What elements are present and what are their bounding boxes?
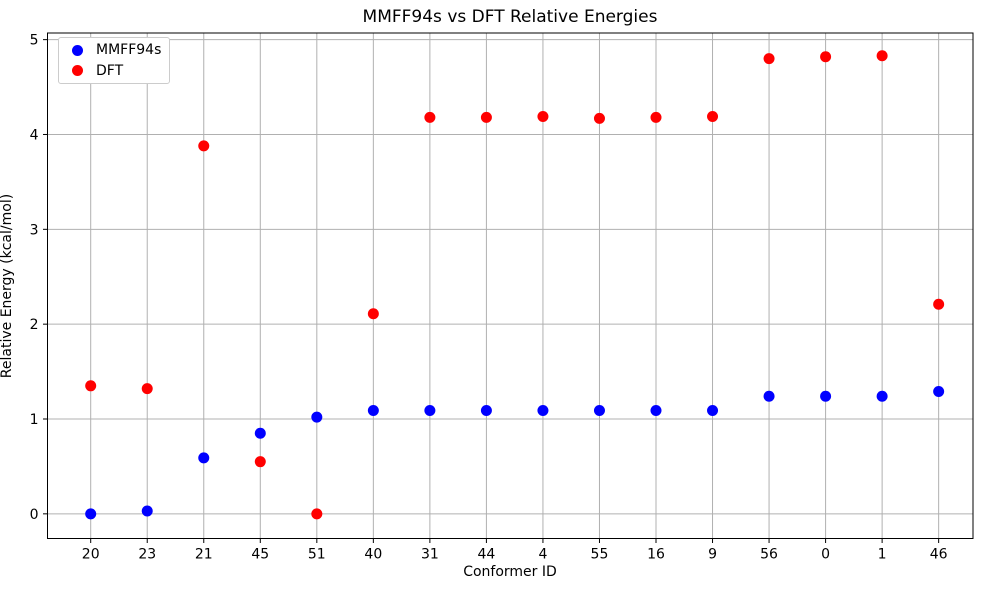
- y-axis-label: Relative Energy (kcal/mol): [0, 193, 15, 379]
- x-tick-label: 4: [538, 547, 547, 563]
- data-point-mmff94s: [593, 404, 605, 416]
- data-point-mmff94s: [311, 411, 323, 423]
- data-point-mmff94s: [763, 390, 775, 402]
- data-point-dft: [593, 112, 605, 124]
- data-point-mmff94s: [424, 404, 436, 416]
- y-tick-label: 4: [30, 127, 39, 143]
- x-tick-label: 31: [421, 547, 439, 563]
- axes-spines: [47, 32, 974, 539]
- data-point-dft: [198, 140, 210, 152]
- data-point-dft: [763, 53, 775, 65]
- x-tick-label: 1: [878, 547, 887, 563]
- x-tick-label: 20: [82, 547, 100, 563]
- data-point-dft: [85, 380, 97, 392]
- data-point-mmff94s: [367, 404, 379, 416]
- x-tick-label: 0: [821, 547, 830, 563]
- data-point-mmff94s: [141, 505, 153, 517]
- data-point-mmff94s: [480, 404, 492, 416]
- x-tick-label: 56: [760, 547, 778, 563]
- x-tick-label: 23: [138, 547, 156, 563]
- data-point-dft: [537, 110, 549, 122]
- data-point-dft: [311, 508, 323, 520]
- legend-item-mmff94s: MMFF94s: [59, 40, 169, 60]
- legend-label-dft: DFT: [96, 62, 124, 79]
- data-point-mmff94s: [933, 385, 945, 397]
- x-tick-label: 51: [308, 547, 326, 563]
- y-tick-label: 2: [30, 317, 39, 333]
- x-tick-label: 55: [591, 547, 609, 563]
- x-tick-label: 9: [708, 547, 717, 563]
- data-point-mmff94s: [650, 404, 662, 416]
- x-tick-label: 45: [251, 547, 269, 563]
- legend: MMFF94s DFT: [58, 37, 170, 84]
- x-tick-label: 44: [477, 547, 495, 563]
- data-point-dft: [141, 383, 153, 395]
- chart-title: MMFF94s vs DFT Relative Energies: [362, 7, 658, 27]
- y-tick-label: 0: [30, 507, 39, 523]
- x-tick-label: 21: [195, 547, 213, 563]
- data-point-mmff94s: [254, 427, 266, 439]
- y-tick-label: 1: [30, 412, 39, 428]
- legend-item-dft: DFT: [59, 61, 169, 81]
- data-point-dft: [367, 308, 379, 320]
- data-point-dft: [424, 111, 436, 123]
- legend-marker-mmff94s-icon: [72, 44, 83, 56]
- data-point-dft: [933, 298, 945, 310]
- x-axis-label: Conformer ID: [463, 564, 557, 580]
- x-tick-label: 40: [364, 547, 382, 563]
- data-point-dft: [820, 51, 832, 63]
- data-point-mmff94s: [537, 404, 549, 416]
- x-tick-label: 46: [930, 547, 948, 563]
- data-point-dft: [876, 50, 888, 62]
- data-point-dft: [707, 110, 719, 122]
- data-point-mmff94s: [85, 508, 97, 520]
- legend-label-mmff94s: MMFF94s: [96, 42, 162, 59]
- data-point-dft: [254, 456, 266, 468]
- data-point-mmff94s: [820, 390, 832, 402]
- data-point-mmff94s: [707, 404, 719, 416]
- data-point-dft: [480, 111, 492, 123]
- data-point-dft: [650, 111, 662, 123]
- data-point-mmff94s: [876, 390, 888, 402]
- data-point-mmff94s: [198, 452, 210, 464]
- legend-marker-dft-icon: [72, 65, 83, 77]
- y-tick-label: 3: [30, 222, 39, 238]
- x-tick-label: 16: [647, 547, 665, 563]
- y-tick-label: 5: [30, 33, 39, 49]
